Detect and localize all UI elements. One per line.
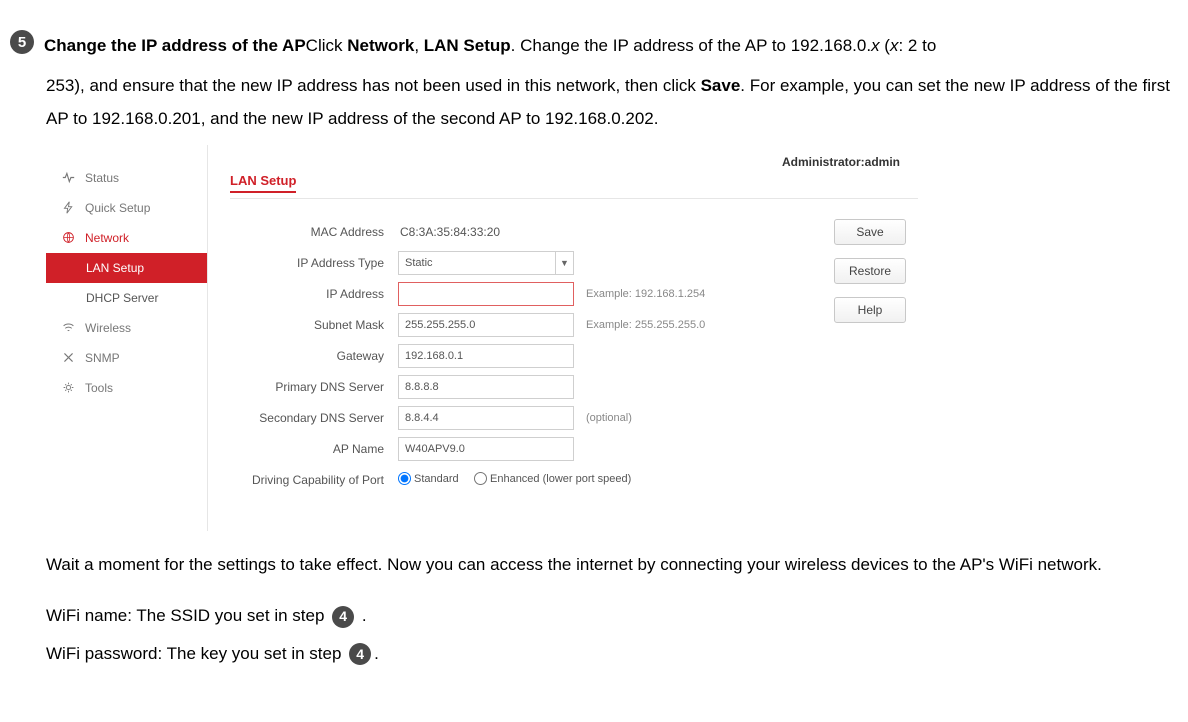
- hint-subnet: Example: 255.255.255.0: [574, 319, 705, 331]
- label-dns2: Secondary DNS Server: [230, 411, 398, 425]
- sidebar-sub-lan-setup[interactable]: LAN Setup: [46, 253, 207, 283]
- step-title-p3: . Change the IP address of the AP to 192…: [511, 36, 871, 55]
- router-main-panel: Administrator:admin LAN Setup MAC Addres…: [208, 145, 940, 531]
- step-title-p5: : 2 to: [898, 36, 936, 55]
- wifi-icon: [62, 321, 75, 334]
- wifi-name-line: WiFi name: The SSID you set in step 4 .: [10, 597, 1188, 634]
- sidebar-label-tools: Tools: [85, 381, 113, 395]
- input-dns2[interactable]: [398, 406, 574, 430]
- post-instruction: Wait a moment for the settings to take e…: [10, 549, 1188, 581]
- label-ip: IP Address: [230, 287, 398, 301]
- hint-dns2: (optional): [574, 412, 632, 424]
- value-mac: C8:3A:35:84:33:20: [398, 225, 500, 239]
- step-title: Change the IP address of the APClick Net…: [44, 30, 936, 62]
- gear-icon: [62, 381, 75, 394]
- input-subnet[interactable]: [398, 313, 574, 337]
- label-ap-name: AP Name: [230, 442, 398, 456]
- label-gateway: Gateway: [230, 349, 398, 363]
- label-subnet: Subnet Mask: [230, 318, 398, 332]
- radio-standard[interactable]: Standard: [398, 472, 459, 485]
- step-ref-badge-4b: 4: [349, 643, 371, 665]
- sidebar-label-status: Status: [85, 171, 119, 185]
- sidebar-sub-dhcp-server[interactable]: DHCP Server: [46, 283, 207, 313]
- sidebar-item-quick-setup[interactable]: Quick Setup: [46, 193, 207, 223]
- step-title-p1: Click: [306, 36, 348, 55]
- radio-enhanced-label: Enhanced (lower port speed): [490, 473, 631, 485]
- globe-icon: [62, 231, 75, 244]
- help-button[interactable]: Help: [834, 297, 906, 323]
- step-title-p4: (: [880, 36, 890, 55]
- action-buttons: Save Restore Help: [834, 217, 918, 496]
- router-admin-panel: Status Quick Setup Network LAN Setup DHC…: [46, 145, 940, 531]
- step-ref-badge-4a: 4: [332, 606, 354, 628]
- lan-setup-form: MAC Address C8:3A:35:84:33:20 IP Address…: [230, 217, 705, 496]
- wifi-name-suffix: .: [362, 606, 367, 625]
- label-mac: MAC Address: [230, 225, 398, 239]
- label-ip-type: IP Address Type: [230, 256, 398, 270]
- step-title-bold3: LAN Setup: [424, 36, 511, 55]
- router-sidebar: Status Quick Setup Network LAN Setup DHC…: [46, 145, 208, 531]
- sidebar-item-status[interactable]: Status: [46, 163, 207, 193]
- pulse-icon: [62, 171, 75, 184]
- sidebar-label-dhcp-server: DHCP Server: [86, 291, 158, 305]
- input-ip[interactable]: [398, 282, 574, 306]
- radio-group-drive-cap: Standard Enhanced (lower port speed): [398, 472, 643, 488]
- label-drive-cap: Driving Capability of Port: [230, 473, 398, 487]
- sidebar-label-network: Network: [85, 231, 129, 245]
- step-title-bold2: Network: [347, 36, 414, 55]
- restore-button[interactable]: Restore: [834, 258, 906, 284]
- tools-icon: [62, 351, 75, 364]
- input-ap-name[interactable]: [398, 437, 574, 461]
- save-button[interactable]: Save: [834, 219, 906, 245]
- label-dns1: Primary DNS Server: [230, 380, 398, 394]
- hint-ip: Example: 192.168.1.254: [574, 288, 705, 300]
- radio-enhanced[interactable]: Enhanced (lower port speed): [474, 472, 631, 485]
- step-body: 253), and ensure that the new IP address…: [10, 70, 1188, 135]
- section-title: LAN Setup: [230, 173, 296, 193]
- sidebar-label-quick-setup: Quick Setup: [85, 201, 150, 215]
- step-body-bold: Save: [701, 76, 741, 95]
- input-gateway[interactable]: [398, 344, 574, 368]
- select-ip-type-value: Static: [405, 257, 433, 269]
- sidebar-label-lan-setup: LAN Setup: [86, 261, 144, 275]
- step-number-badge: 5: [10, 30, 34, 54]
- step-title-p2: ,: [414, 36, 423, 55]
- radio-standard-label: Standard: [414, 473, 459, 485]
- input-dns1[interactable]: [398, 375, 574, 399]
- radio-standard-input[interactable]: [398, 472, 411, 485]
- admin-label: Administrator:admin: [782, 155, 900, 169]
- chevron-down-icon: ▼: [555, 252, 573, 274]
- step-title-it1: x: [871, 36, 880, 55]
- wifi-pass-prefix: WiFi password: The key you set in step: [46, 644, 346, 663]
- sidebar-item-snmp[interactable]: SNMP: [46, 343, 207, 373]
- sidebar-item-network[interactable]: Network: [46, 223, 207, 253]
- lightning-icon: [62, 201, 75, 214]
- wifi-password-line: WiFi password: The key you set in step 4…: [10, 635, 1188, 672]
- wifi-name-prefix: WiFi name: The SSID you set in step: [46, 606, 329, 625]
- sidebar-label-snmp: SNMP: [85, 351, 120, 365]
- sidebar-item-tools[interactable]: Tools: [46, 373, 207, 403]
- sidebar-item-wireless[interactable]: Wireless: [46, 313, 207, 343]
- step-body-line: 253), and ensure that the new IP address…: [46, 76, 701, 95]
- sidebar-label-wireless: Wireless: [85, 321, 131, 335]
- select-ip-type[interactable]: Static ▼: [398, 251, 574, 275]
- radio-enhanced-input[interactable]: [474, 472, 487, 485]
- wifi-pass-suffix: .: [374, 644, 379, 663]
- step-title-bold1: Change the IP address of the AP: [44, 36, 306, 55]
